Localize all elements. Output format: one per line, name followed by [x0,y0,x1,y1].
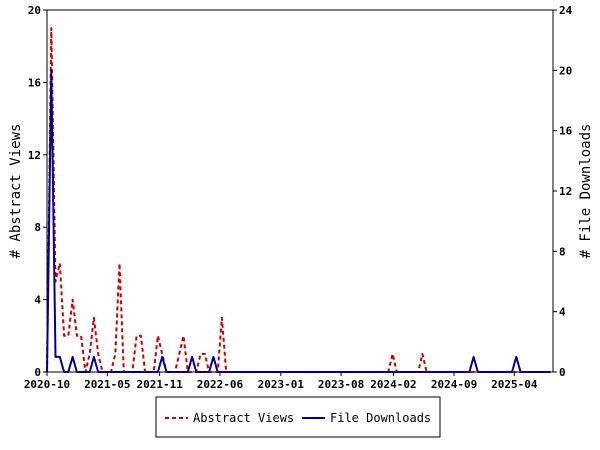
left-y-tick-label: 20 [28,4,41,17]
right-axis: 0 4 8 12 16 20 24 [553,4,573,379]
right-y-tick-label: 16 [559,125,573,138]
right-y-tick-label: 4 [559,306,566,319]
x-tick-label: 2025-04 [491,378,538,391]
series-line-abstract-views [46,27,551,373]
left-y-tick-label: 0 [34,366,41,379]
legend-label-abstract-views: Abstract Views [193,411,294,425]
right-y-tick-label: 12 [559,185,572,198]
left-axis: 0 4 8 12 16 20 [28,4,47,379]
x-tick-label: 2021-11 [136,378,183,391]
legend-box [155,396,441,438]
plot-area [46,9,554,373]
left-y-tick-label: 4 [34,294,41,307]
plot-frame [46,9,554,373]
x-tick-label: 2020-10 [24,378,70,391]
right-y-tick-label: 20 [559,64,572,77]
x-tick-label: 2021-05 [84,378,130,391]
right-y-tick-label: 0 [559,366,566,379]
left-y-tick-label: 8 [34,221,41,234]
y-axis-title-left: # Abstract Views [8,124,24,259]
legend: Abstract Views File Downloads [155,396,441,438]
x-axis: 2020-10 2021-05 2021-11 2022-06 2023-01 2023-… [24,372,538,391]
series-layer [46,27,551,373]
left-y-tick-label: 12 [28,149,41,162]
x-tick-label: 2023-08 [318,378,364,391]
x-tick-label: 2022-06 [197,378,244,391]
left-y-tick-label: 16 [28,76,42,89]
right-y-tick-label: 24 [559,4,573,17]
x-tick-label: 2024-02 [370,378,416,391]
x-tick-label: 2023-01 [258,378,305,391]
right-y-tick-label: 8 [559,245,566,258]
x-tick-label: 2024-09 [431,378,477,391]
y-axis-title-right: # File Downloads [578,124,594,259]
series-line-file-downloads [46,69,551,373]
legend-label-file-downloads: File Downloads [330,411,431,425]
